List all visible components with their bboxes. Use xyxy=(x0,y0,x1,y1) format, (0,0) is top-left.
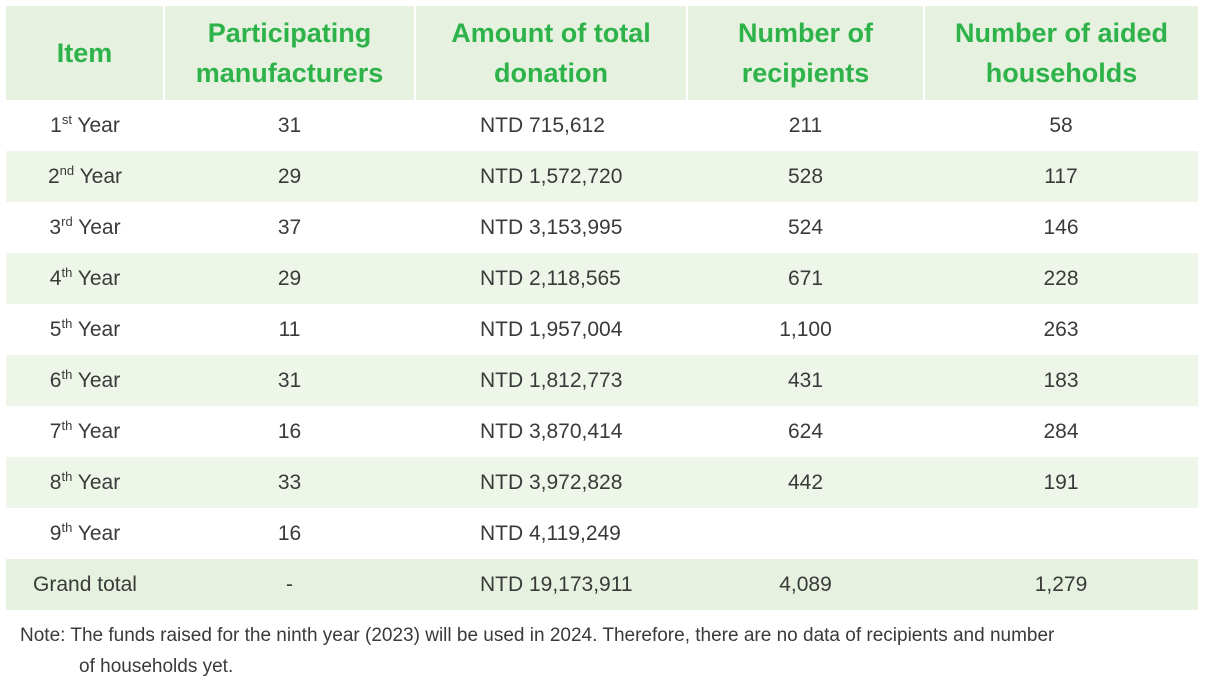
manufacturers-cell: 31 xyxy=(164,355,415,406)
recipients-cell: 624 xyxy=(787,419,824,443)
year-cell: 1st Year xyxy=(50,111,120,137)
recipients-cell: 211 xyxy=(788,113,823,137)
grand-total-row: Grand total - NTD 19,173,911 4,089 1,279 xyxy=(6,559,1198,610)
donation-cell: NTD 3,870,414 xyxy=(480,419,623,443)
table-header-row: Item Participating manufacturers Amount o… xyxy=(6,6,1198,100)
table-row: 1st Year 31 NTD 715,612 211 58 xyxy=(6,100,1198,151)
households-cell: 228 xyxy=(924,253,1198,304)
recipients-cell xyxy=(687,508,924,559)
table-row: 8th Year 33 NTD 3,972,828 442 191 xyxy=(6,457,1198,508)
recipients-cell: 671 xyxy=(687,253,924,304)
table-row: 9th Year 16 NTD 4,119,249 xyxy=(6,508,1198,559)
households-cell: 183 xyxy=(924,355,1198,406)
year-cell: 8th Year xyxy=(6,457,164,508)
note-prefix: Note: xyxy=(20,625,71,646)
manufacturers-cell: 29 xyxy=(164,151,415,202)
manufacturers-cell: 11 xyxy=(278,317,301,341)
note-line-1: The funds raised for the ninth year (202… xyxy=(70,625,1055,646)
table-row: 6th Year 31 NTD 1,812,773 431 183 xyxy=(6,355,1198,406)
households-cell: 284 xyxy=(1043,419,1079,443)
year-cell: 4th Year xyxy=(6,253,164,304)
donation-table: Item Participating manufacturers Amount o… xyxy=(6,6,1198,610)
header-item: Item xyxy=(6,6,165,100)
donation-cell: NTD 715,612 xyxy=(480,113,605,137)
table-row: 4th Year 29 NTD 2,118,565 671 228 xyxy=(6,253,1198,304)
manufacturers-cell: 31 xyxy=(277,113,302,137)
donation-table-container: Item Participating manufacturers Amount o… xyxy=(6,6,1198,610)
header-number-of-aided-households: Number of aided households xyxy=(924,6,1198,100)
header-participating-manufacturers: Participating manufacturers xyxy=(164,6,416,100)
manufacturers-cell: 16 xyxy=(277,419,302,443)
table-row: 3rd Year 37 NTD 3,153,995 524 146 xyxy=(6,202,1198,253)
recipients-cell: 524 xyxy=(787,215,824,239)
total-recipients-cell: 4,089 xyxy=(687,559,924,610)
manufacturers-cell: 29 xyxy=(164,253,415,304)
header-number-of-recipients: Number of recipients xyxy=(687,6,925,100)
total-manufacturers-cell: - xyxy=(164,559,415,610)
donation-cell: NTD 4,119,249 xyxy=(480,521,621,545)
table-footnote: Note: The funds raised for the ninth yea… xyxy=(20,620,1200,682)
donation-cell: NTD 1,572,720 xyxy=(415,151,687,202)
recipients-cell: 442 xyxy=(687,457,924,508)
table-row: 5th Year 11 NTD 1,957,004 1,100 263 xyxy=(6,304,1198,355)
households-cell: 117 xyxy=(924,151,1198,202)
recipients-cell: 528 xyxy=(687,151,924,202)
donation-cell: NTD 2,118,565 xyxy=(415,253,687,304)
year-cell: 9th Year xyxy=(49,519,121,545)
donation-cell: NTD 3,153,995 xyxy=(480,215,623,239)
donation-cell: NTD 1,812,773 xyxy=(415,355,687,406)
header-amount-of-total-donation: Amount of total donation xyxy=(415,6,688,100)
households-cell: 58 xyxy=(1049,113,1073,137)
donation-cell: NTD 1,957,004 xyxy=(480,317,623,341)
year-cell: 6th Year xyxy=(6,355,164,406)
table-row: 2nd Year 29 NTD 1,572,720 528 117 xyxy=(6,151,1198,202)
year-cell: 2nd Year xyxy=(6,151,164,202)
households-cell: 263 xyxy=(1043,317,1079,341)
donation-cell: NTD 3,972,828 xyxy=(415,457,687,508)
households-cell xyxy=(924,508,1198,559)
total-households-cell: 1,279 xyxy=(924,559,1198,610)
note-line-2: of households yet. xyxy=(79,656,234,677)
year-cell: 7th Year xyxy=(49,417,121,443)
table-row: 7th Year 16 NTD 3,870,414 624 284 xyxy=(6,406,1198,457)
households-cell: 191 xyxy=(924,457,1198,508)
households-cell: 146 xyxy=(1043,215,1079,239)
recipients-cell: 431 xyxy=(687,355,924,406)
manufacturers-cell: 33 xyxy=(164,457,415,508)
year-cell: 5th Year xyxy=(49,315,121,341)
total-donation-cell: NTD 19,173,911 xyxy=(415,559,687,610)
manufacturers-cell: 37 xyxy=(277,215,302,239)
grand-total-label: Grand total xyxy=(6,559,164,610)
year-cell: 3rd Year xyxy=(49,213,121,239)
manufacturers-cell: 16 xyxy=(277,521,302,545)
recipients-cell: 1,100 xyxy=(779,317,832,341)
